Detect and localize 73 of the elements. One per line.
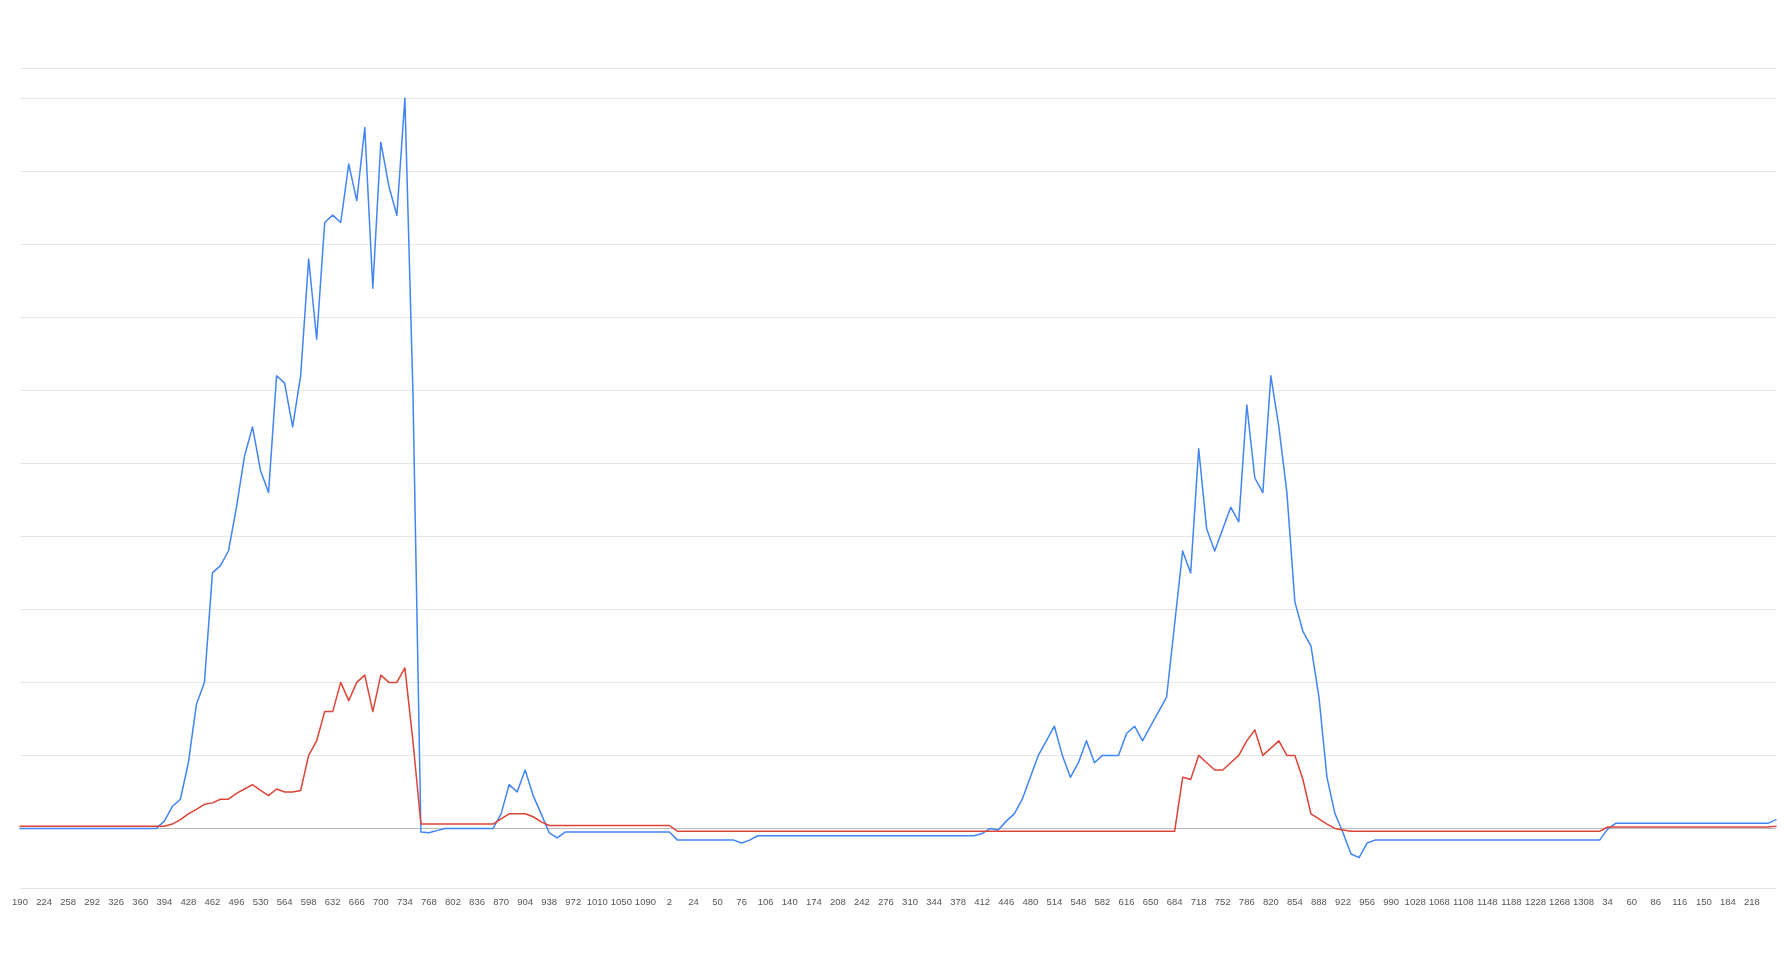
x-tick-label: 956: [1359, 895, 1375, 907]
x-tick-label: 208: [829, 895, 846, 907]
x-tick-label: 666: [348, 895, 365, 907]
x-tick-label: 904: [517, 895, 534, 907]
x-tick-label: 786: [1238, 895, 1255, 907]
x-tick-label: 1108: [1453, 895, 1474, 907]
x-tick-label: 768: [421, 895, 437, 907]
x-tick-label: 24: [688, 895, 699, 907]
x-tick-label: 854: [1286, 895, 1303, 907]
x-tick-label: 276: [878, 895, 894, 907]
x-tick-label: 1228: [1524, 895, 1547, 907]
x-tick-label: 224: [36, 895, 52, 907]
x-tick-label: 1268: [1548, 895, 1571, 907]
x-tick-label: 50: [712, 895, 723, 907]
x-tick-label: 820: [1262, 895, 1279, 907]
x-tick-label: 564: [276, 895, 293, 907]
x-tick-label: 938: [541, 895, 558, 907]
x-tick-label: 412: [974, 895, 991, 907]
x-tick-label: 684: [1166, 895, 1183, 907]
x-tick-label: 700: [372, 895, 389, 907]
x-tick-label: 650: [1142, 895, 1159, 907]
x-tick-label: 174: [805, 895, 822, 907]
x-tick-label: 140: [781, 895, 798, 907]
x-tick-label: 802: [445, 895, 461, 907]
x-tick-label: 2: [666, 895, 673, 907]
x-tick-label: 446: [998, 895, 1015, 907]
x-tick-label: 184: [1719, 895, 1736, 907]
x-tick-label: 1010: [586, 895, 608, 907]
x-tick-label: 1308: [1572, 895, 1595, 907]
x-tick-label: 258: [60, 895, 77, 907]
x-tick-label: 1188: [1501, 895, 1522, 907]
x-tick-label: 530: [252, 895, 269, 907]
x-tick-label: 972: [565, 895, 582, 907]
x-tick-label: 60: [1626, 895, 1637, 907]
x-tick-label: 734: [396, 895, 413, 907]
x-tick-label: 582: [1094, 895, 1111, 907]
x-tick-label: 428: [180, 895, 197, 907]
x-tick-label: 86: [1650, 895, 1662, 907]
x-tick-label: 616: [1118, 895, 1135, 907]
x-tick-label: 922: [1335, 895, 1351, 907]
x-tick-label: 218: [1744, 895, 1760, 907]
x-tick-label: 870: [493, 895, 510, 907]
x-tick-label: 1050: [610, 895, 632, 907]
x-tick-label: 76: [736, 895, 747, 907]
x-tick-label: 718: [1190, 895, 1207, 907]
x-tick-label: 632: [324, 895, 341, 907]
x-tick-label: 106: [757, 895, 774, 907]
x-tick-label: 360: [132, 895, 149, 907]
x-tick-label: 990: [1383, 895, 1400, 907]
x-tick-label: 190: [12, 895, 28, 907]
x-tick-label: 34: [1602, 895, 1613, 907]
x-tick-label: 1028: [1404, 895, 1426, 907]
x-tick-label: 514: [1046, 895, 1063, 907]
x-tick-label: 378: [950, 895, 967, 907]
x-tick-label: 310: [902, 895, 918, 907]
x-tick-label: 598: [300, 895, 317, 907]
x-tick-label: 836: [469, 895, 485, 907]
x-tick-label: 1148: [1477, 895, 1498, 907]
x-tick-label: 548: [1070, 895, 1087, 907]
x-tick-label: 116: [1672, 895, 1688, 907]
x-tick-label: 344: [926, 895, 943, 907]
x-tick-label: 462: [204, 895, 221, 907]
x-tick-label: 292: [84, 895, 101, 907]
x-tick-label: 394: [156, 895, 173, 907]
x-tick-label: 326: [108, 895, 125, 907]
x-tick-label: 480: [1022, 895, 1039, 907]
x-tick-label: 1090: [634, 895, 656, 907]
x-tick-label: 1068: [1428, 895, 1450, 907]
x-tick-label: 752: [1214, 895, 1231, 907]
x-tick-label: 496: [228, 895, 245, 907]
x-tick-label: 888: [1311, 895, 1327, 907]
x-tick-label: 150: [1695, 895, 1712, 907]
x-tick-label: 242: [853, 895, 870, 907]
